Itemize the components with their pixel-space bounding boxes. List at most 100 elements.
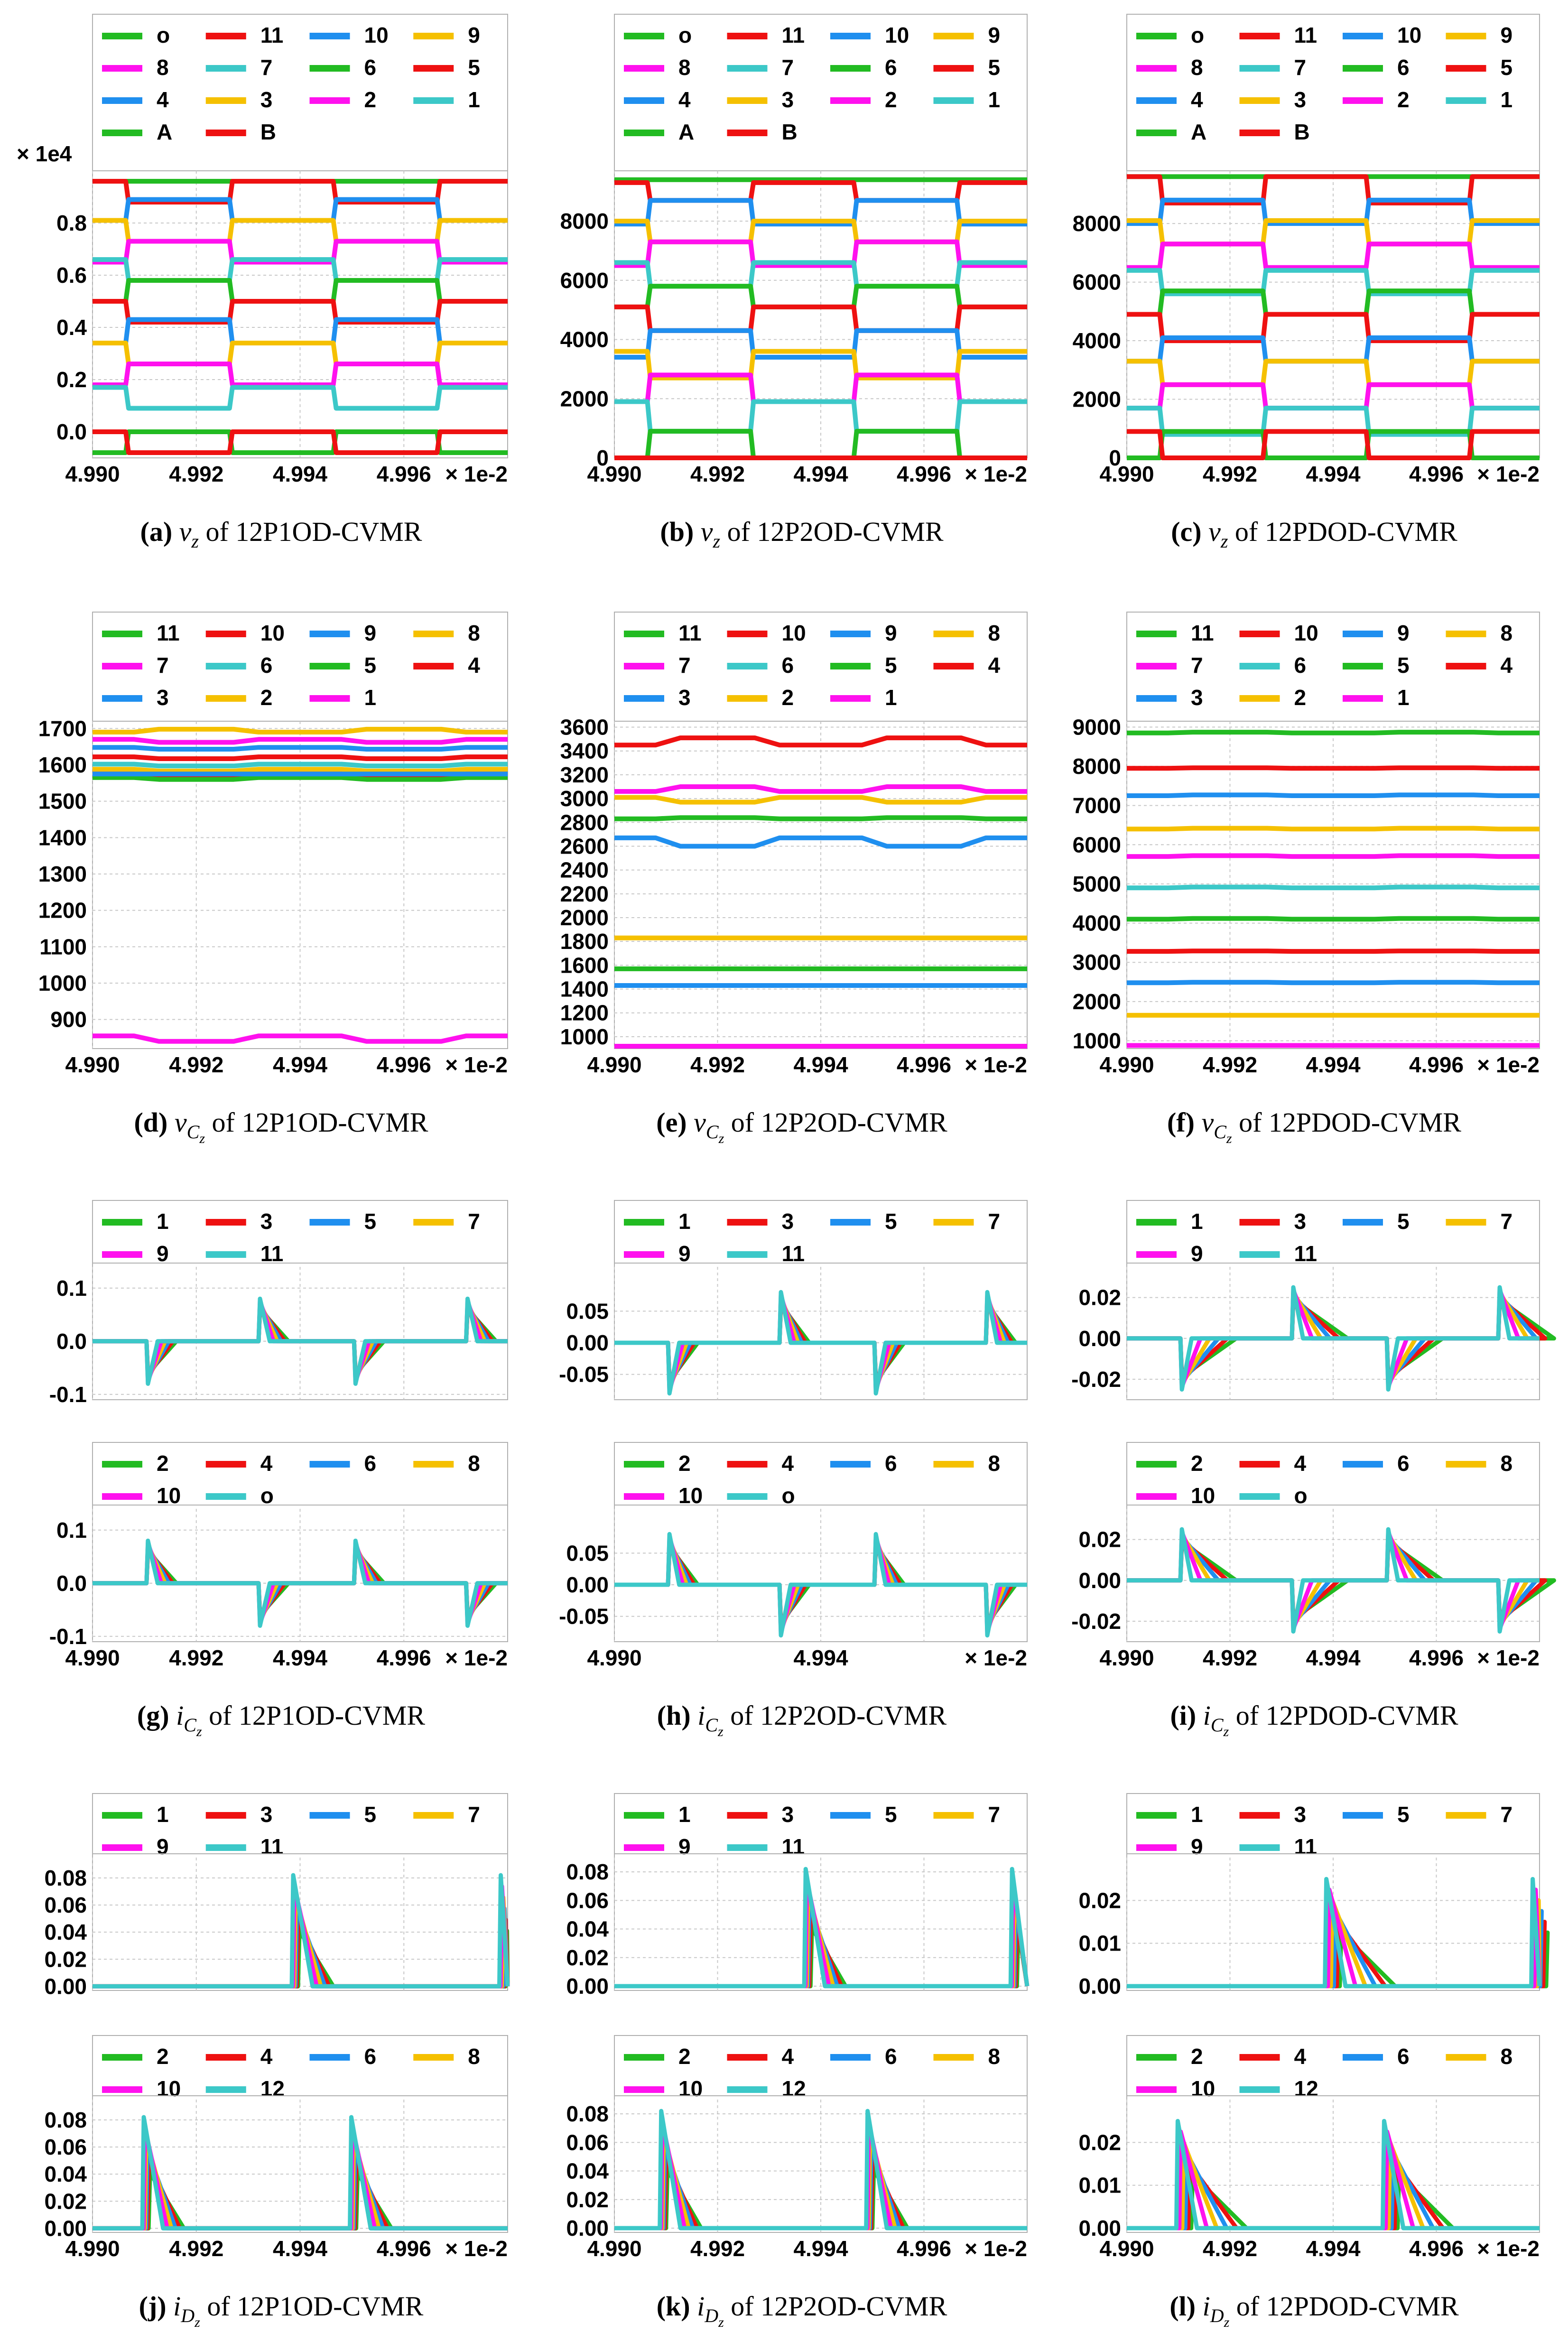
chart-e-ytick-2000: 2000 [560,905,609,930]
caption-text: of 12PDOD-CVMR [1229,1700,1458,1731]
chart-c-legend-label-11: 11 [1294,23,1317,47]
chart-a-legend-label-8: 8 [157,55,169,80]
chart-f-legend-label-5: 5 [1397,653,1410,678]
chart-k-sub2-legend-label-2: 2 [678,2044,691,2069]
chart-e-series-4 [614,835,1027,849]
chart-k-sub1-series-5 [614,1867,1030,1989]
chart-d-ytick-1200: 1200 [38,898,87,923]
chart-j-sub1-series-0 [93,1928,510,1989]
chart-b-xtick-4.992: 4.992 [690,462,745,486]
chart-a-series-5 [93,257,508,283]
chart-g-sub1-legend-label-3: 3 [260,1209,273,1234]
chart-i-sub2-legend-label-4: 4 [1294,1451,1307,1476]
chart-c-series-13 [1127,429,1540,460]
caption-letter: (i) [1170,1700,1203,1731]
chart-l-caption: (l) iDz of 12PDOD-CVMR [1169,2291,1459,2330]
chart-d-ytick-1600: 1600 [38,753,87,777]
chart-g-sub2-xtick-4.992: 4.992 [169,1645,223,1670]
caption-subsubscript: z [1223,1724,1229,1739]
chart-b-legend-label-5: 5 [988,55,1001,80]
chart-l-sub2-legend-label-8: 8 [1501,2044,1513,2069]
chart-h-sub1-legend-label-9: 9 [678,1241,691,1266]
chart-c-ytick-2000: 2000 [1073,387,1121,412]
caption-letter: (a) [140,516,179,547]
caption-symbol: i [173,2291,181,2322]
chart-k-caption: (k) iDz of 12P2OD-CVMR [657,2291,947,2330]
chart-a-ytick-0.8: 0.8 [56,211,87,235]
chart-j-sub1-ytick-0.02: 0.02 [44,1947,87,1971]
chart-k-sub2-ytick-0.00: 0.00 [566,2216,609,2240]
chart-g-sub1-legend-label-11: 11 [260,1241,284,1266]
chart-d-series-0 [93,726,508,734]
chart-i-sub1-legend-label-1: 1 [1191,1209,1203,1234]
chart-i: 1 3 5 7 9 11 -0.02 0.00 0.02 2 4 6 8 10 o -0.02 0.00 0.02… [1071,1200,1556,1739]
chart-c-legend-label-3: 3 [1294,87,1307,112]
caption-symbol: v [694,1107,706,1138]
chart-a-ytick-0.6: 0.6 [56,263,87,288]
chart-j-sub1-ytick-0.08: 0.08 [44,1866,87,1890]
chart-a-y-exponent: × 1e4 [17,141,72,166]
chart-f-series-6 [1127,916,1540,922]
chart-a-legend-label-11: 11 [260,23,284,47]
chart-a-legend-label-10: 10 [364,23,389,47]
chart-a-legend-label-9: 9 [468,23,480,47]
chart-h-sub1-ytick-0.05: 0.05 [566,1299,609,1323]
chart-i-sub2-legend-label-8: 8 [1501,1451,1513,1476]
caption-letter: (g) [137,1700,176,1731]
chart-k-sub1-legend-label-3: 3 [782,1802,794,1827]
chart-k-sub2-ytick-0.08: 0.08 [566,2101,609,2126]
chart-b-legend-label-8: 8 [678,55,691,80]
chart-a-legend-label-3: 3 [260,87,273,112]
chart-f-series-2 [1127,792,1540,798]
chart-f: 11 10 9 8 7 6 5 4 3 2 1 1000 2000 3000 4000 5000 6000 700… [1073,612,1540,1146]
chart-e-ytick-2400: 2400 [560,858,609,883]
chart-j-sub2-legend-label-10: 10 [157,2076,181,2101]
chart-b-ytick-4000: 4000 [560,327,609,352]
chart-h-sub2-legend-label-8: 8 [988,1451,1001,1476]
caption-subscript: D [1210,2305,1224,2326]
caption-letter: (h) [657,1700,697,1731]
chart-d-x-exponent: × 1e-2 [445,1052,508,1077]
chart-f-ytick-5000: 5000 [1073,872,1121,896]
chart-f-ytick-9000: 9000 [1073,715,1121,739]
chart-f-ytick-1000: 1000 [1073,1028,1121,1053]
chart-f-legend-label-7: 7 [1191,653,1203,678]
chart-f-ytick-7000: 7000 [1073,793,1121,818]
chart-h-sub1-ytick-0.00: 0.00 [566,1330,609,1355]
chart-d-ytick-1500: 1500 [38,789,87,814]
chart-k-sub2-x-exponent: × 1e-2 [965,2236,1027,2261]
chart-a-legend-label-6: 6 [364,55,377,80]
chart-d-ytick-1000: 1000 [38,971,87,995]
chart-e-ytick-1000: 1000 [560,1024,609,1049]
chart-c-legend-label-B: B [1294,120,1310,144]
chart-j: 1 3 5 7 9 11 0.00 0.02 0.04 0.06 0.08 2 4 6 8 10 12 0.00 0… [44,1793,510,2330]
chart-g-sub1-ytick--0.1: -0.1 [49,1382,87,1407]
chart-a-legend-label-4: 4 [157,87,169,112]
chart-e-ytick-1200: 1200 [560,1001,609,1025]
caption-text: of 12P2OD-CVMR [724,1700,947,1731]
chart-k-sub2-legend-label-4: 4 [782,2044,794,2069]
chart-j-sub2-xtick-4.990: 4.990 [65,2236,120,2261]
chart-a-legend-label-B: B [260,120,276,144]
chart-d-series-5 [93,767,508,773]
caption-letter: (c) [1171,516,1208,547]
caption-subscript: C [705,1714,718,1736]
chart-h-sub1-legend-label-5: 5 [885,1209,897,1234]
chart-b-legend-label-1: 1 [988,87,1001,112]
caption-symbol: i [176,1700,184,1731]
chart-a-series-10 [93,362,508,387]
chart-c-ytick-0: 0 [1109,446,1121,470]
chart-g-sub2-x-exponent: × 1e-2 [445,1645,508,1670]
caption-letter: (f) [1167,1107,1201,1138]
chart-f-legend-label-11: 11 [1191,621,1214,645]
chart-g-sub2-ytick-0.0: 0.0 [56,1571,87,1596]
chart-j-sub2-xtick-4.992: 4.992 [169,2236,223,2261]
chart-k-sub2-legend-label-6: 6 [885,2044,897,2069]
chart-h-sub1-legend-label-3: 3 [782,1209,794,1234]
chart-b-series-9 [614,349,1027,381]
chart-l-sub2-ytick-0.02: 0.02 [1078,2130,1121,2155]
chart-j-sub2-legend-label-12: 12 [260,2076,285,2101]
chart-b-series-11 [614,399,1027,434]
chart-h-sub2-xtick-4.990: 4.990 [587,1645,641,1670]
chart-e-xtick-4.992: 4.992 [690,1052,745,1077]
